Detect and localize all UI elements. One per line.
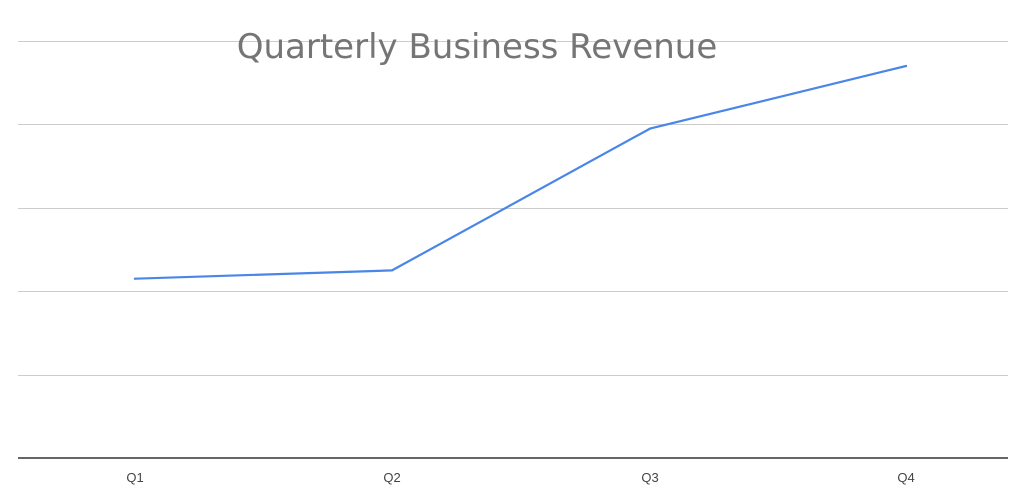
x-tick-label-q4: Q4 — [897, 470, 914, 485]
data-point-q2 — [390, 269, 394, 272]
series-line-0 — [133, 64, 908, 280]
series-layer — [133, 64, 908, 280]
x-axis-ticks: Q1 Q2 Q3 Q4 — [126, 470, 914, 485]
x-tick-label-q1: Q1 — [126, 470, 143, 485]
data-point-q4 — [904, 64, 908, 68]
chart-title: Quarterly Business Revenue — [237, 27, 718, 67]
gridlines — [18, 41, 1008, 376]
x-tick-label-q2: Q2 — [383, 470, 400, 485]
data-point-q1 — [133, 277, 137, 280]
x-tick-label-q3: Q3 — [641, 470, 658, 485]
data-point-q3 — [648, 127, 652, 130]
